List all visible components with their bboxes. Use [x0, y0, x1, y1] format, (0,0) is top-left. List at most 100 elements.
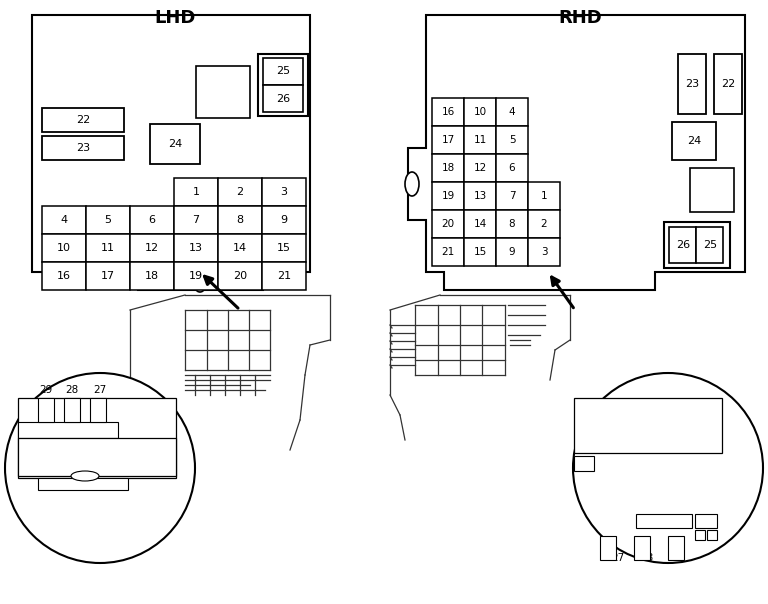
Bar: [496, 154, 528, 182]
Bar: [496, 126, 528, 154]
Bar: [695, 514, 717, 528]
Text: 5: 5: [104, 215, 111, 225]
Text: 9: 9: [508, 247, 515, 257]
Bar: [600, 536, 616, 560]
Bar: [464, 98, 496, 126]
Bar: [464, 182, 496, 210]
Circle shape: [573, 373, 763, 563]
Bar: [707, 530, 717, 540]
Text: 18: 18: [442, 163, 455, 173]
Bar: [496, 210, 528, 238]
Text: 14: 14: [473, 219, 487, 229]
Polygon shape: [408, 15, 745, 290]
Bar: [696, 227, 723, 263]
Bar: [695, 530, 705, 540]
Text: 17: 17: [101, 271, 115, 281]
Text: 24: 24: [687, 136, 701, 146]
Text: 19: 19: [189, 271, 203, 281]
Bar: [432, 238, 464, 266]
Bar: [130, 206, 174, 234]
Ellipse shape: [405, 172, 419, 196]
Bar: [664, 222, 730, 268]
Text: 28: 28: [641, 553, 654, 563]
Bar: [262, 262, 306, 290]
Text: 3: 3: [280, 187, 287, 197]
Text: 2: 2: [237, 187, 243, 197]
Bar: [574, 398, 722, 453]
Text: 14: 14: [233, 243, 247, 253]
Text: 8: 8: [237, 215, 243, 225]
Text: 21: 21: [277, 271, 291, 281]
Text: 28: 28: [65, 385, 78, 395]
Polygon shape: [32, 15, 310, 290]
Text: 27: 27: [611, 553, 624, 563]
Text: 6: 6: [508, 163, 515, 173]
Text: 12: 12: [473, 163, 487, 173]
Text: 23: 23: [76, 143, 90, 153]
Circle shape: [5, 373, 195, 563]
Bar: [86, 206, 130, 234]
Bar: [18, 398, 176, 478]
Bar: [174, 206, 218, 234]
Text: 26: 26: [276, 94, 290, 104]
Bar: [690, 168, 734, 212]
Bar: [678, 54, 706, 114]
Bar: [672, 122, 716, 160]
Bar: [262, 234, 306, 262]
Text: 25: 25: [276, 66, 290, 76]
Bar: [464, 126, 496, 154]
Text: 15: 15: [277, 243, 291, 253]
Text: 10: 10: [473, 107, 487, 117]
Bar: [262, 178, 306, 206]
Bar: [669, 227, 696, 263]
Text: 6: 6: [148, 215, 155, 225]
Text: 24: 24: [168, 139, 182, 149]
Text: 27: 27: [94, 385, 107, 395]
Bar: [636, 514, 692, 528]
Bar: [263, 85, 303, 112]
Bar: [86, 234, 130, 262]
Text: 20: 20: [442, 219, 455, 229]
Bar: [528, 210, 560, 238]
Text: 13: 13: [473, 191, 487, 201]
Bar: [174, 234, 218, 262]
Bar: [574, 456, 594, 471]
Bar: [432, 126, 464, 154]
Bar: [130, 262, 174, 290]
Text: 18: 18: [145, 271, 159, 281]
Bar: [432, 182, 464, 210]
Text: 13: 13: [189, 243, 203, 253]
Bar: [464, 210, 496, 238]
Text: 12: 12: [145, 243, 159, 253]
Bar: [714, 54, 742, 114]
Bar: [38, 398, 54, 422]
Bar: [432, 98, 464, 126]
Bar: [150, 124, 200, 164]
Text: 21: 21: [442, 247, 455, 257]
Text: 4: 4: [61, 215, 68, 225]
Bar: [42, 262, 86, 290]
Text: 16: 16: [442, 107, 455, 117]
Text: 16: 16: [57, 271, 71, 281]
Bar: [258, 54, 308, 116]
Bar: [218, 234, 262, 262]
Text: 7: 7: [193, 215, 200, 225]
Bar: [90, 398, 106, 422]
Text: 1: 1: [541, 191, 548, 201]
Bar: [464, 238, 496, 266]
Text: 23: 23: [685, 79, 699, 89]
Ellipse shape: [193, 270, 207, 292]
Text: 22: 22: [721, 79, 735, 89]
Text: 5: 5: [508, 135, 515, 145]
Bar: [174, 178, 218, 206]
Text: 22: 22: [76, 115, 90, 125]
Text: 19: 19: [442, 191, 455, 201]
Text: 4: 4: [508, 107, 515, 117]
Bar: [18, 438, 176, 476]
Text: 9: 9: [280, 215, 287, 225]
Text: 11: 11: [473, 135, 487, 145]
Bar: [528, 182, 560, 210]
Bar: [38, 478, 128, 490]
Bar: [196, 66, 250, 118]
Bar: [218, 206, 262, 234]
